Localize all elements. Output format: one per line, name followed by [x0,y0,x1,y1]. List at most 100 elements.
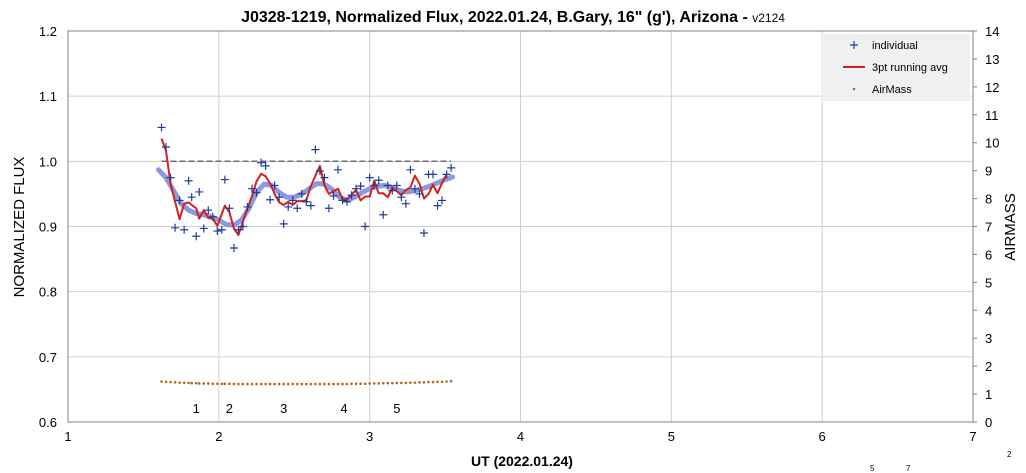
airmass-point [197,382,201,385]
airmass-point [409,381,412,384]
y2-tick-label: 8 [985,192,992,207]
data-point [171,223,180,232]
data-point [195,187,204,196]
y2-tick-label: 9 [985,164,992,179]
y2-tick-label: 5 [985,275,992,290]
airmass-point [194,381,198,385]
annotation-label: 4 [340,401,347,416]
annotation-labels: 1 2 3 4 5 [193,401,401,416]
airmass-point [395,381,399,385]
data-point [419,229,428,238]
legend-marker-individual [850,41,858,49]
data-point [311,145,320,154]
y2-tick-label: 4 [985,303,992,318]
airmass-point [381,381,385,385]
data-point [392,181,401,190]
airmass-point [345,382,349,386]
airmass-point [445,380,448,383]
airmass-point [400,381,403,385]
data-point [302,197,311,206]
data-point [397,193,406,202]
legend-entry-label: individual [872,40,918,52]
data-point [266,195,275,204]
airmass-point [246,382,249,386]
y-tick-label: 0.9 [39,220,57,235]
legend: individual 3pt running avg AirMass [822,34,970,101]
data-point [293,204,302,213]
y2-tick-label: 12 [985,80,999,95]
airmass-point [206,382,210,385]
data-point [261,161,270,170]
data-point [225,204,234,213]
x-tick-label: 2 [215,429,222,444]
airmass-point [202,382,206,385]
airmass-point [323,382,326,386]
airmass-point [220,382,224,386]
y2-axis-label: AIRMASS [1002,193,1019,261]
airmass-point [440,380,444,384]
airmass-point [300,382,304,386]
corner-marks: 2 5 7 [870,450,1012,473]
airmass-point [363,382,367,386]
airmass-point [427,380,430,384]
airmass-point [332,382,335,386]
airmass-point [228,382,231,386]
x-tick-label: 5 [668,429,675,444]
airmass-point [368,382,371,385]
data-point [252,188,261,197]
y2-tick-label: 3 [985,331,992,346]
airmass-point [255,382,258,386]
data-point [324,204,333,213]
data-point [415,189,424,198]
airmass-point [436,380,439,384]
airmass-point [286,382,290,386]
x-axis-label: UT (2022.01.24) [471,453,573,469]
data-point [184,176,193,185]
data-point [192,232,201,241]
airmass-point [377,382,381,385]
data-point [238,222,247,231]
legend-entry-label: AirMass [872,84,912,96]
airmass-point [341,382,344,386]
data-point [433,201,442,210]
y-axis-label: NORMALIZED FLUX [11,157,28,298]
data-point [234,225,243,234]
data-point [410,184,419,193]
corner-mark: 5 [870,464,875,473]
annotation-label: 5 [393,401,400,416]
airmass-point [318,382,322,386]
data-point [442,170,451,179]
data-point [288,196,297,205]
y-tick-label: 0.6 [39,415,57,430]
airmass-point [241,382,245,386]
data-point [213,227,222,236]
airmass-point [386,381,390,385]
airmass-point [250,382,254,386]
airmass-point [418,381,421,384]
running-avg-line [160,138,448,236]
annotation-label: 3 [280,401,287,416]
y2-tick-label: 11 [985,108,999,123]
data-point [343,197,352,206]
corner-mark: 7 [906,464,911,473]
y2-tick-label: 10 [985,136,999,151]
airmass-point [190,381,193,385]
x-tick-label: 4 [517,429,524,444]
data-point [383,181,392,190]
data-point [270,181,279,190]
airmass-point [268,382,272,386]
chart-title-main: J0328-1219, Normalized Flux, 2022.01.24,… [241,9,752,26]
data-point [284,202,293,211]
data-point [401,199,410,208]
legend-marker-airmass [852,87,856,91]
data-point [175,196,184,205]
data-point [204,206,213,215]
data-point [217,225,226,234]
data-point [315,167,324,176]
chart-title: J0328-1219, Normalized Flux, 2022.01.24,… [241,9,785,26]
data-point [388,186,397,195]
airmass-point [273,382,276,386]
x-tick-label: 6 [819,429,826,444]
y2-tick-label: 7 [985,220,992,235]
